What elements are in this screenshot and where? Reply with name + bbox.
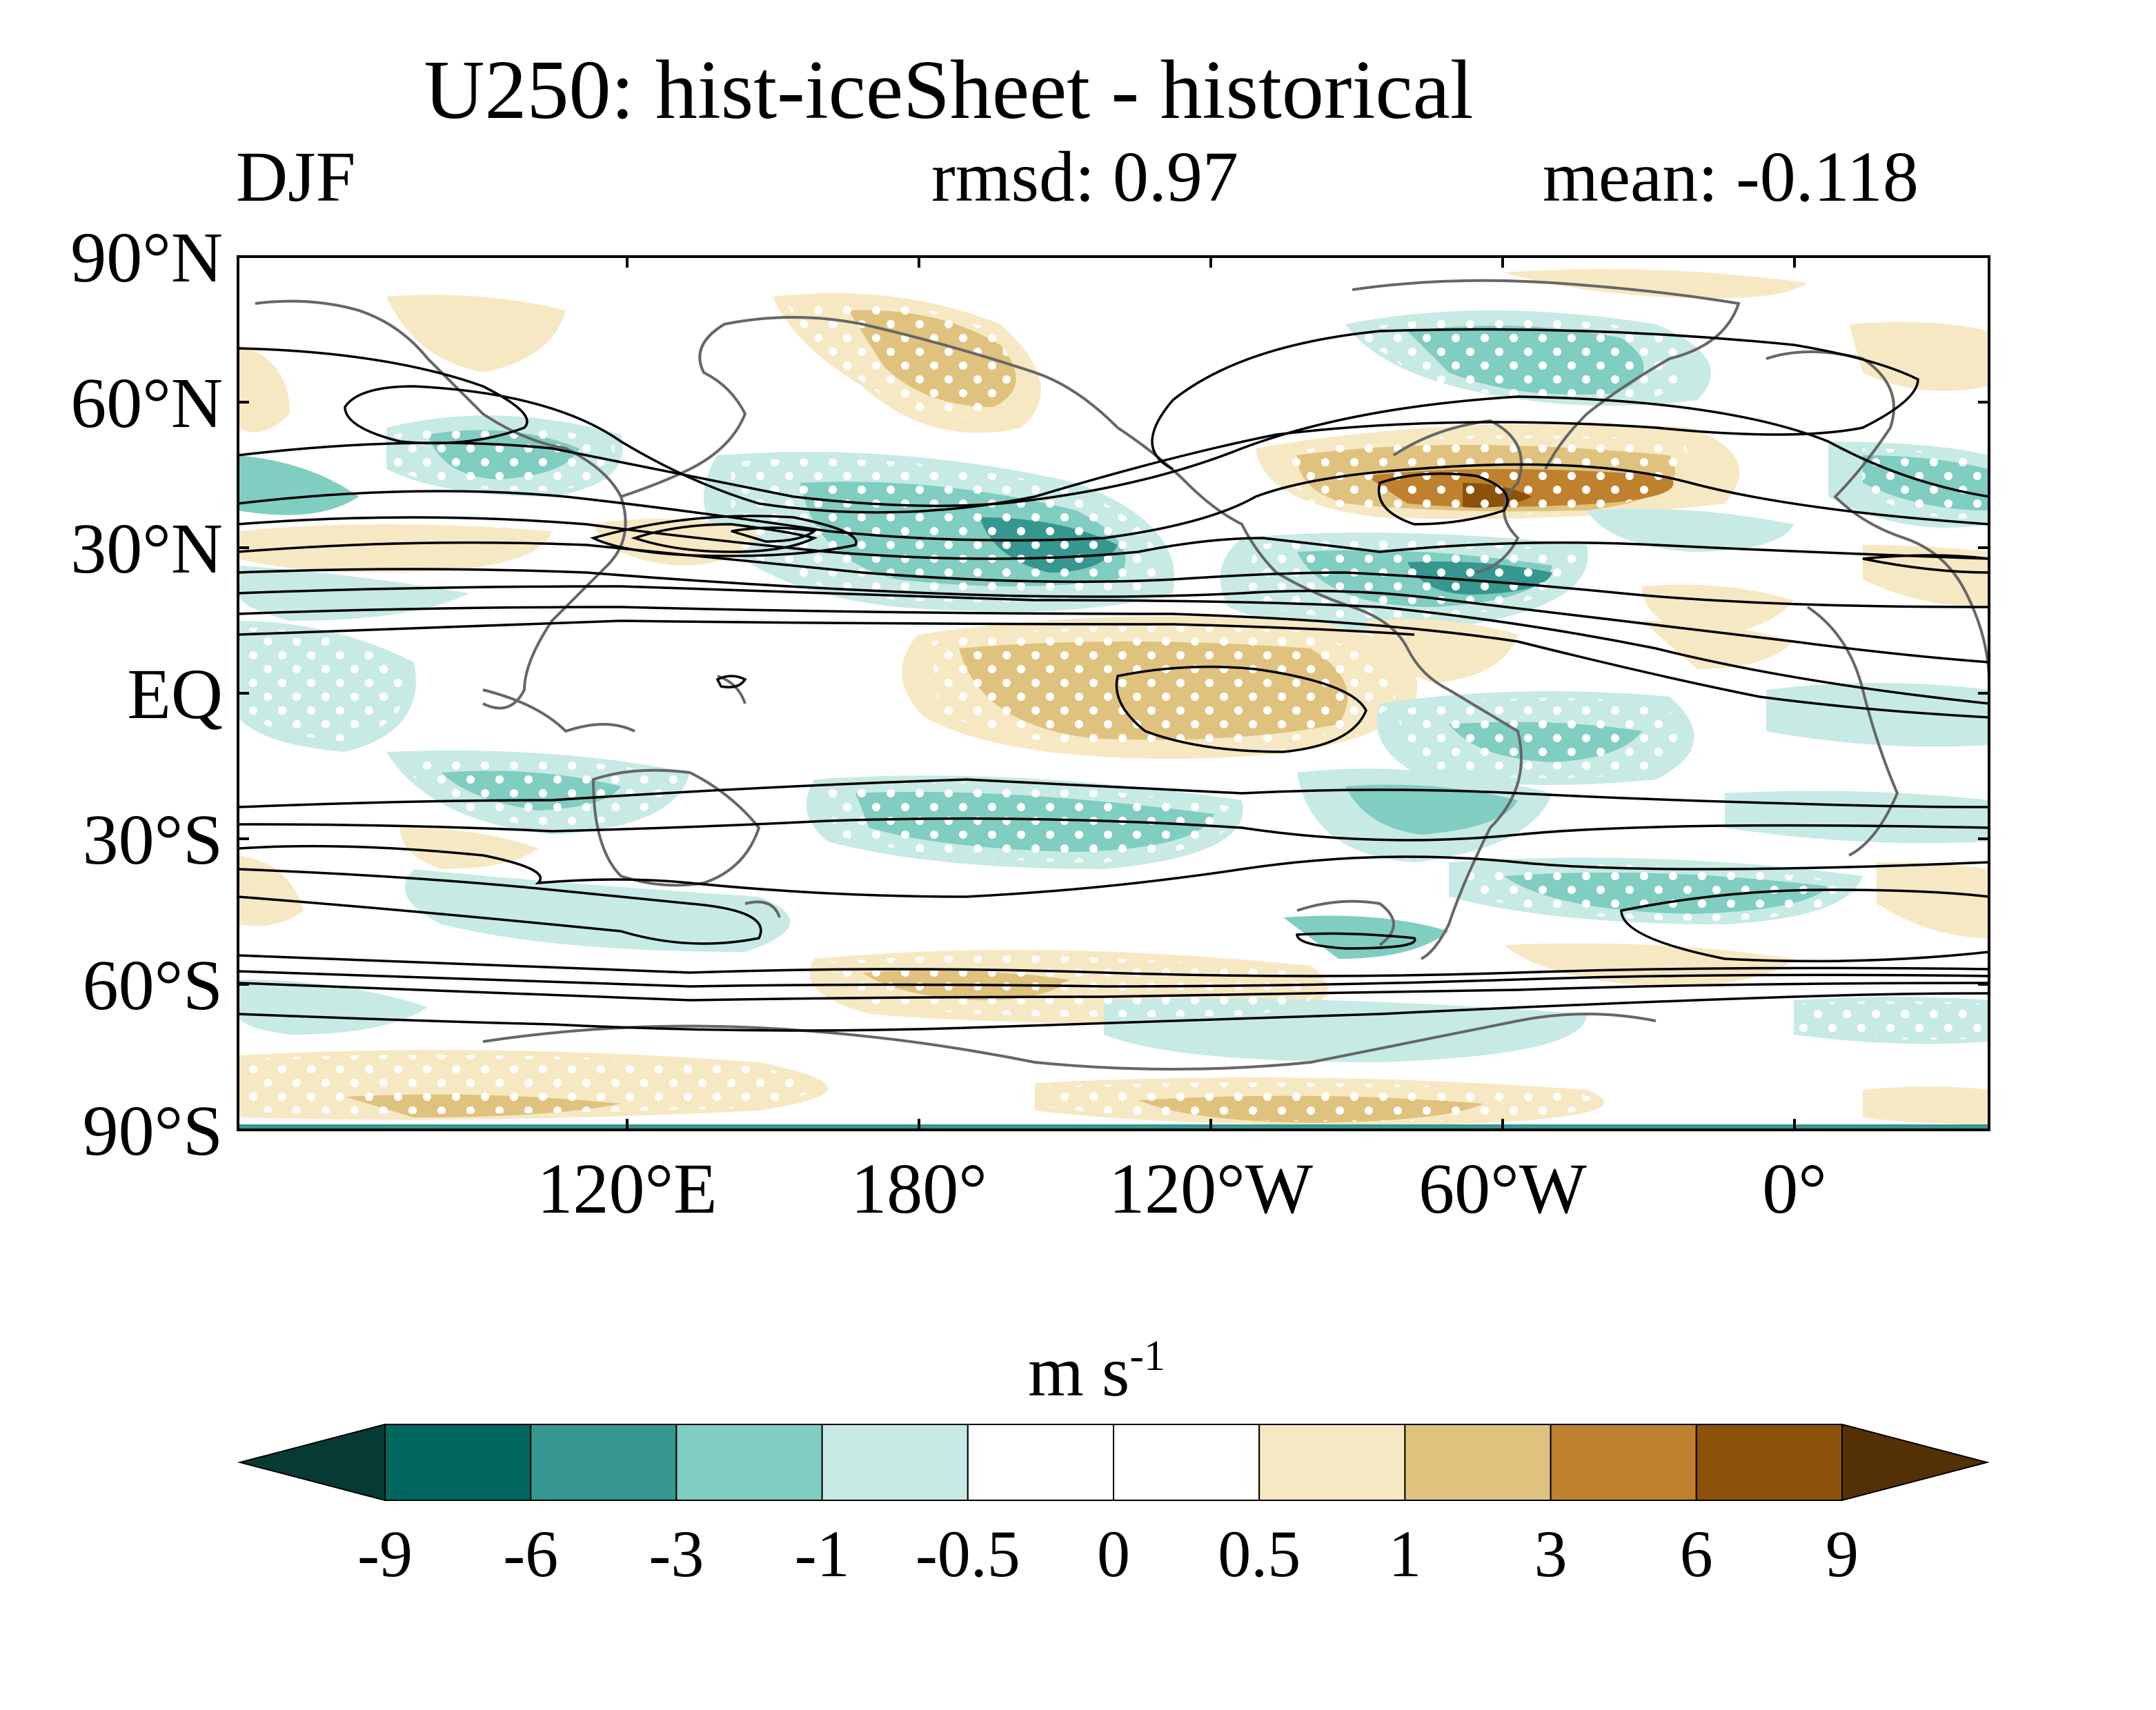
colorbar-swatch [967, 1424, 1115, 1501]
mean-label: mean: -0.118 [1543, 137, 1919, 217]
climatology-contours [238, 328, 1989, 1032]
colorbar-swatch [1404, 1424, 1552, 1501]
lat-label: 90°S [83, 1091, 223, 1171]
colorbar-tick-label: 0 [1097, 1517, 1130, 1591]
colorbar-tick-label: -3 [649, 1517, 704, 1591]
lat-label: EQ [127, 655, 223, 734]
lon-label: 180° [851, 1149, 987, 1229]
lon-label: 120°W [1109, 1149, 1313, 1229]
units-base: m s [1028, 1332, 1130, 1412]
colorbar-units: m s-1 [1028, 1335, 1165, 1408]
season-label: DJF [236, 137, 356, 217]
colorbar-swatch [384, 1424, 532, 1501]
colorbar-tick-label: -1 [795, 1517, 850, 1591]
lon-label: 0° [1762, 1149, 1827, 1229]
lon-label: 60°W [1418, 1149, 1587, 1229]
lon-label: 120°E [537, 1149, 717, 1229]
rmsd-label: rmsd: 0.97 [931, 137, 1238, 217]
colorbar-tick-label: 1 [1388, 1517, 1421, 1591]
colorbar-swatch [675, 1424, 823, 1501]
colorbar-swatch [530, 1424, 678, 1501]
colorbar-tick-label: 9 [1826, 1517, 1859, 1591]
coastlines [255, 279, 1989, 1071]
colorbar-swatch [1550, 1424, 1697, 1501]
map-panel [238, 257, 1989, 1130]
units-exponent: -1 [1129, 1333, 1166, 1380]
colorbar-high-extend [1841, 1423, 1990, 1502]
colorbar-tick-label: -0.5 [916, 1517, 1020, 1591]
colorbar-tick-label: -6 [503, 1517, 558, 1591]
colorbar-swatch [821, 1424, 969, 1501]
lat-label: 60°N [70, 364, 223, 443]
lat-label: 90°N [70, 218, 223, 297]
significance-stippling [248, 300, 1987, 1122]
map-title: U250: hist-iceSheet - historical [424, 43, 1474, 137]
colorbar-swatch [1113, 1424, 1260, 1501]
axis-labels: 90°N 60°N 30°N EQ 30°S 60°S 90°S 120°E 180° 120°W… [70, 218, 1827, 1229]
colorbar-tick-label: -9 [357, 1517, 413, 1591]
axis-ticks [238, 255, 1989, 1131]
colorbar: -9 -6 -3 -1 -0.5 0 0.5 1 3 6 9 [237, 1423, 1990, 1591]
lat-label: 30°S [83, 800, 223, 879]
lat-label: 30°N [70, 509, 223, 588]
colorbar-tick-label: 3 [1534, 1517, 1567, 1591]
lat-label: 60°S [83, 946, 223, 1025]
colorbar-swatch [1258, 1424, 1406, 1501]
colorbar-tick-label: 0.5 [1218, 1517, 1300, 1591]
colorbar-swatch [1695, 1424, 1843, 1501]
colorbar-low-extend [237, 1423, 386, 1502]
colorbar-tick-label: 6 [1680, 1517, 1713, 1591]
